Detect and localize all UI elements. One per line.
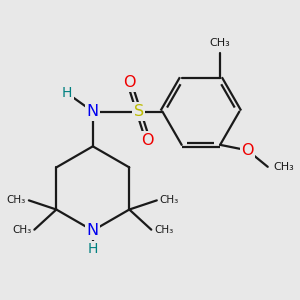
Text: O: O xyxy=(241,143,254,158)
Text: CH₃: CH₃ xyxy=(7,195,26,206)
Text: O: O xyxy=(142,133,154,148)
Text: CH₃: CH₃ xyxy=(210,38,230,48)
Text: CH₃: CH₃ xyxy=(154,225,173,235)
Text: CH₃: CH₃ xyxy=(12,225,32,235)
Text: O: O xyxy=(123,76,136,91)
Text: CH₃: CH₃ xyxy=(273,162,294,172)
Text: H: H xyxy=(62,86,72,100)
Text: S: S xyxy=(134,104,144,119)
Text: N: N xyxy=(87,104,99,119)
Text: N: N xyxy=(87,223,99,238)
Text: CH₃: CH₃ xyxy=(160,195,179,206)
Text: H: H xyxy=(88,242,98,256)
